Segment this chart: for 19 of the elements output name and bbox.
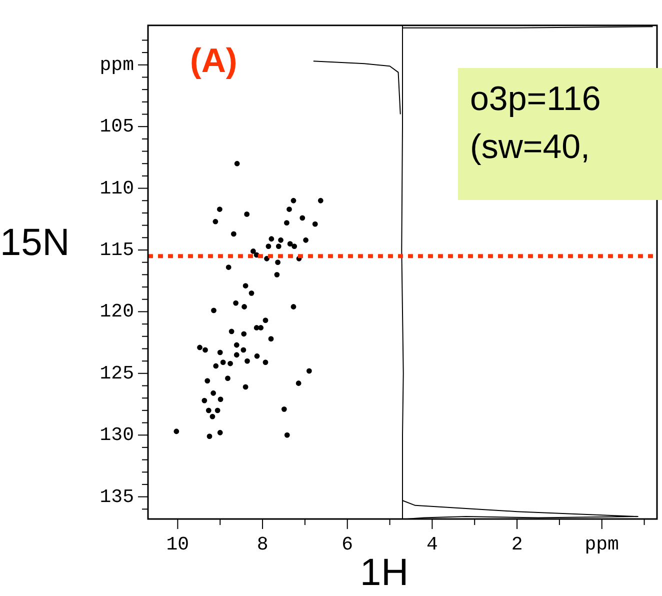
- x-tick-label: 8: [256, 533, 268, 556]
- y-tick-label: 110: [100, 177, 134, 200]
- y-tick-label: 130: [100, 424, 134, 446]
- annotation: o3p=116: [470, 80, 601, 119]
- x-tick-label: ppm: [584, 533, 619, 556]
- y-tick-label: 125: [100, 362, 134, 384]
- x-tick-label: 10: [166, 533, 190, 556]
- y-tick-label: 135: [100, 486, 134, 508]
- annotation: (A): [190, 42, 238, 81]
- y-tick-label: 120: [100, 300, 134, 323]
- y-tick-label: ppm: [100, 54, 134, 76]
- x-tick-label: 2: [511, 533, 523, 556]
- y-tick-label: 115: [100, 239, 134, 262]
- y-tick-label: 105: [100, 116, 134, 138]
- x-tick-label: 4: [426, 533, 438, 556]
- x-axis-title: 1H: [360, 552, 409, 595]
- annotation: (sw=40,: [470, 128, 590, 167]
- x-tick-label: 6: [342, 533, 354, 556]
- y-axis-title: 15N: [0, 222, 70, 265]
